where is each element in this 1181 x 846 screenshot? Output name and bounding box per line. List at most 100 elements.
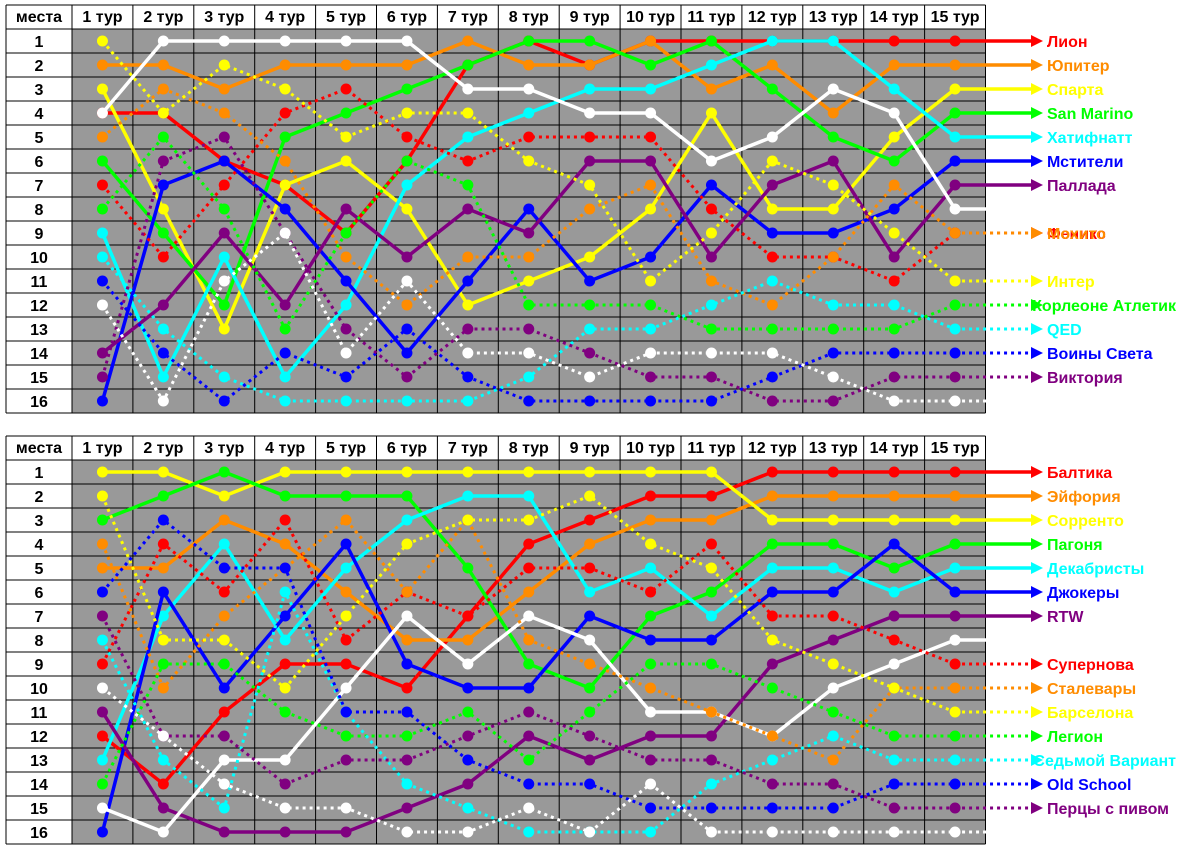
place-label: 16: [30, 825, 48, 842]
series-label: Феникс: [1047, 226, 1106, 243]
data-point: [584, 83, 596, 95]
data-point: [218, 299, 230, 311]
data-point: [279, 514, 291, 526]
data-point: [96, 634, 108, 646]
data-point: [888, 323, 900, 335]
place-label: 2: [35, 489, 44, 506]
data-point: [766, 826, 778, 838]
data-point: [279, 179, 291, 191]
data-point: [462, 35, 474, 47]
data-point: [645, 562, 657, 574]
data-point: [279, 371, 291, 383]
place-label: 5: [35, 561, 44, 578]
series-Мохито: Мохито: [96, 83, 1106, 311]
series-arrowhead: [1031, 179, 1043, 191]
data-point: [96, 778, 108, 790]
place-label: 10: [30, 250, 48, 267]
data-point: [462, 179, 474, 191]
round-header: 13 тур: [809, 440, 858, 457]
place-label: 13: [30, 753, 48, 770]
data-point: [340, 155, 352, 167]
data-point: [827, 251, 839, 263]
data-point: [523, 754, 535, 766]
place-label: 9: [35, 226, 44, 243]
series-arrowhead: [1031, 35, 1043, 47]
data-point: [218, 586, 230, 598]
data-point: [401, 59, 413, 71]
data-point: [705, 514, 717, 526]
data-point: [888, 490, 900, 502]
data-point: [523, 778, 535, 790]
data-point: [584, 826, 596, 838]
data-point: [462, 658, 474, 670]
data-point: [279, 395, 291, 407]
data-point: [157, 538, 169, 550]
data-point: [949, 778, 961, 790]
data-point: [218, 778, 230, 790]
data-point: [96, 754, 108, 766]
data-point: [462, 347, 474, 359]
data-point: [218, 706, 230, 718]
data-point: [705, 83, 717, 95]
data-point: [645, 299, 657, 311]
data-point: [401, 83, 413, 95]
data-point: [766, 83, 778, 95]
data-point: [401, 826, 413, 838]
data-point: [827, 227, 839, 239]
series-label: Легион: [1047, 729, 1103, 746]
data-point: [157, 466, 169, 478]
data-point: [340, 299, 352, 311]
series-Южный Квартал: Южный Квартал: [96, 610, 1176, 838]
data-point: [340, 203, 352, 215]
data-point: [218, 490, 230, 502]
data-point: [888, 682, 900, 694]
series-arrowhead: [1031, 562, 1043, 574]
data-point: [340, 323, 352, 335]
series-Хатифнатт: Хатифнатт: [96, 35, 1133, 383]
data-point: [584, 155, 596, 167]
data-point: [888, 610, 900, 622]
series-label: Джокеры: [1047, 585, 1119, 602]
place-label: 11: [31, 705, 48, 722]
series-label: Лион: [1047, 34, 1088, 51]
data-point: [523, 371, 535, 383]
series-Киевская Русь: Киевская Русь: [96, 682, 1163, 842]
data-point: [645, 275, 657, 287]
data-point: [401, 682, 413, 694]
data-point: [888, 562, 900, 574]
data-point: [584, 730, 596, 742]
data-point: [705, 610, 717, 622]
round-header: 7 тур: [448, 9, 488, 26]
place-label: 1: [35, 34, 44, 51]
data-point: [279, 35, 291, 47]
data-point: [827, 634, 839, 646]
data-point: [462, 682, 474, 694]
data-point: [96, 802, 108, 814]
data-point: [218, 155, 230, 167]
data-point: [218, 59, 230, 71]
data-point: [523, 323, 535, 335]
series-label: San Marino: [1047, 106, 1133, 123]
data-point: [340, 682, 352, 694]
data-point: [888, 778, 900, 790]
data-point: [827, 706, 839, 718]
data-point: [766, 682, 778, 694]
data-point: [949, 371, 961, 383]
data-point: [584, 251, 596, 263]
round-header: 6 тур: [387, 440, 427, 457]
place-label: 12: [30, 298, 48, 315]
series-arrowhead: [1031, 754, 1043, 766]
data-point: [584, 586, 596, 598]
data-point: [766, 538, 778, 550]
data-point: [645, 802, 657, 814]
series-label: Барселона: [1047, 705, 1133, 722]
series-label: Эйфория: [1047, 489, 1121, 506]
data-point: [462, 275, 474, 287]
place-label: 4: [35, 537, 44, 554]
data-point: [401, 514, 413, 526]
data-point: [705, 730, 717, 742]
data-point: [584, 131, 596, 143]
place-label: 5: [35, 130, 44, 147]
data-point: [96, 395, 108, 407]
